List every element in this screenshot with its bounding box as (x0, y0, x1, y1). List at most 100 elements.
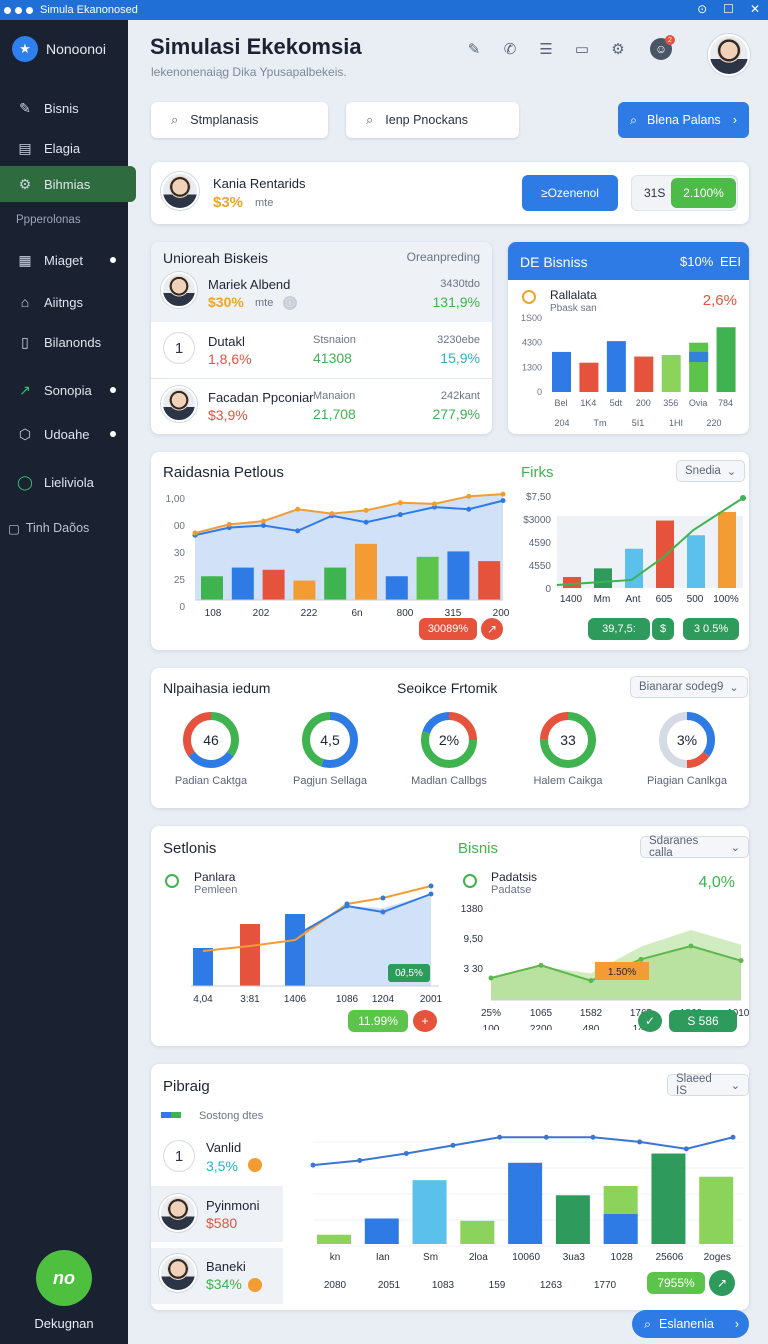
tablet-icon[interactable]: ▭ (574, 41, 590, 58)
perf-pill[interactable]: 30089% (419, 618, 477, 640)
donuts-card: Nlpaihasia iedum Seoikce Frtomik Bianara… (151, 668, 749, 808)
bar (412, 1180, 447, 1244)
donut-value: 3% (677, 732, 697, 748)
plot-background (557, 516, 743, 588)
data-point (357, 1157, 363, 1163)
maximize-icon[interactable]: ☐ (723, 2, 734, 16)
sidebar-item-lieliviola[interactable]: ◯ Lieliviola (17, 473, 94, 490)
x-tick-label: Ian (376, 1252, 390, 1263)
phone-icon[interactable]: ✆ (503, 41, 517, 58)
row-index: 1 (163, 1140, 195, 1172)
search-input[interactable]: ⌕ Stmplanasis (151, 102, 328, 138)
row-value: $3,9% (208, 407, 248, 423)
donut-value: 33 (560, 732, 576, 748)
setlonis-pill[interactable]: 11.99% (348, 1010, 408, 1032)
user-avatar[interactable] (708, 34, 750, 76)
bar (689, 342, 709, 392)
data-point (740, 495, 746, 501)
bar (606, 341, 626, 392)
sidebar-item-aiitngs[interactable]: ⌂ Aiitngs (0, 284, 128, 320)
data-point (637, 1139, 643, 1145)
primary-button[interactable]: ⌕ Blena Palans › (618, 102, 749, 138)
donut-segment (302, 712, 358, 768)
list-icon[interactable]: ☰ (539, 41, 553, 58)
donut-segment (421, 712, 477, 768)
edit-icon[interactable]: ✎ (467, 41, 481, 58)
chevron-right-icon: › (732, 113, 737, 127)
close-icon[interactable]: ✕ (749, 2, 760, 16)
notification-button[interactable]: ☺ 2 (650, 35, 675, 60)
filter-input[interactable]: ⌕ Ienp Pnockans (346, 102, 519, 138)
data-point (344, 901, 350, 907)
data-point (500, 498, 506, 504)
donut-value: 46 (203, 732, 219, 748)
bar-stack (603, 1214, 638, 1244)
sidebar-item-bisnis[interactable]: ✎ Bisnis (0, 90, 128, 126)
search-icon: ⌕ (366, 112, 374, 127)
add-icon[interactable]: + (413, 1010, 437, 1032)
x-tick-label: 5dt (610, 398, 623, 408)
x-tick-label: Mm (594, 594, 611, 605)
donut-value: 2% (439, 732, 459, 748)
firks-dropdown[interactable]: Snedia (676, 460, 746, 482)
x-tick-label: 4,04 (193, 994, 213, 1005)
unread-dot (110, 257, 116, 263)
trend-up-icon[interactable]: ↗ (481, 618, 503, 640)
pibraig-pill[interactable]: 7955% (647, 1272, 705, 1294)
bar (293, 580, 316, 600)
row-value: $30% (208, 294, 244, 310)
trend-up-icon[interactable]: ↗ (709, 1270, 735, 1296)
legend-title: Rallalata (550, 288, 597, 302)
bar (718, 511, 736, 588)
sidebar-item-bilanonds[interactable]: ▯ Bilanonds (0, 324, 128, 360)
y-tick-label: $3000 (523, 515, 551, 526)
setlonis-card: Setlonis Panlara Pemleen 4,04 3:81 1406 108… (151, 826, 749, 1046)
donuts-dropdown[interactable]: Bianarar sodeg9 (630, 676, 748, 698)
row-right-label: 3230ebe (437, 334, 480, 346)
sidebar-item-udoahe[interactable]: ⬡ Udoahe (0, 416, 128, 452)
profile-value: $3% (213, 194, 244, 211)
gear-icon[interactable]: ⚙ (611, 41, 625, 58)
bottom-action-button[interactable]: ⌕ Eslanenia › (632, 1310, 749, 1338)
profile-action-button[interactable]: ≥Ozenenol (522, 175, 618, 211)
brand[interactable]: ★ Nonoonoi (12, 36, 106, 62)
sidebar-item-elagia[interactable]: ▤ Elagia (0, 130, 128, 166)
info-icon[interactable]: ⓘ (283, 296, 297, 310)
data-point (363, 519, 369, 525)
y-tick-label: $7,50 (526, 492, 551, 503)
firks-pill[interactable]: 39,7,5: (588, 618, 650, 640)
check-icon[interactable]: ✓ (638, 1010, 662, 1032)
firks-pill-2[interactable]: 3 0.5% (683, 618, 739, 640)
row-mid-label: Manaion (313, 390, 356, 402)
row-value: $580 (206, 1215, 238, 1231)
status-icon: ◯ (17, 473, 33, 490)
legend-marker-icon (522, 290, 536, 304)
data-point (192, 530, 198, 536)
page-subtitle: lekenonenaiąg Dika Ypusapalbekeis. (151, 65, 347, 79)
fab-button[interactable]: no (36, 1250, 92, 1306)
legend-title: Panlara (194, 870, 236, 884)
de-bar-chart: 1S00 4300 1300 0 Bel 1K4 5dt 200 356 Ovia 784 204 Tm… (521, 313, 736, 428)
x-tick-label-secondary: 1770 (594, 1280, 617, 1291)
data-point (295, 506, 301, 512)
building-icon: ⌂ (20, 294, 30, 310)
x-tick-label: 10060 (512, 1252, 540, 1263)
bar (240, 924, 260, 986)
bisnis-dropdown[interactable]: Sdaranes calla (640, 835, 749, 859)
pibraig-dropdown[interactable]: Slaeed IS (667, 1073, 749, 1097)
sidebar-item-tinh[interactable]: ▢ Tinh Daõos (8, 521, 90, 536)
sidebar-item-bihmias[interactable]: ⚙ Bihmias (0, 166, 136, 202)
profile-stat-value: 2.100% (671, 178, 736, 208)
dollar-icon[interactable]: $ (652, 618, 674, 640)
donut-label: Madlan Callbgs (411, 775, 487, 787)
legend-title: Padatsis (491, 870, 538, 884)
sidebar-item-miaget[interactable]: ▦ Miaget (0, 242, 128, 278)
sidebar-item-sonopia[interactable]: ↗ Sonopia (0, 372, 128, 408)
notification-badge: 2 (665, 35, 675, 45)
x-tick-label-secondary: 2080 (324, 1280, 347, 1291)
x-tick-label: 2oges (704, 1252, 731, 1263)
row-index: 1 (163, 332, 195, 364)
de-card-pct: 2,6% (702, 292, 737, 309)
pin-icon[interactable]: ⊙ (697, 2, 708, 16)
bisnis-pill[interactable]: S 586 (669, 1010, 737, 1032)
